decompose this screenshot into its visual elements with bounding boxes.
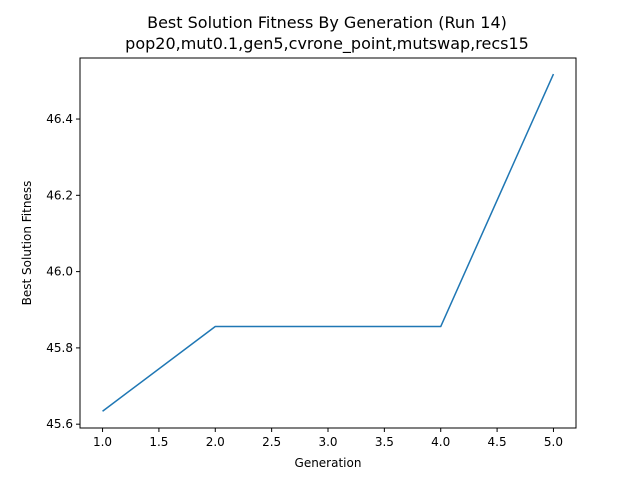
x-tick-label: 1.5: [149, 435, 168, 449]
x-tick-label: 3.0: [318, 435, 337, 449]
x-tick-label: 4.5: [488, 435, 507, 449]
chart-title: Best Solution Fitness By Generation (Run…: [147, 13, 507, 32]
y-axis-label: Best Solution Fitness: [20, 181, 34, 306]
x-tick-label: 1.0: [93, 435, 112, 449]
x-tick-label: 4.0: [431, 435, 450, 449]
plot-frame: [79, 57, 577, 429]
x-tick-label: 5.0: [544, 435, 563, 449]
x-tick-label: 2.5: [262, 435, 281, 449]
x-tick-label: 2.0: [206, 435, 225, 449]
y-tick-label: 45.6: [46, 417, 73, 431]
x-tick-label: 3.5: [375, 435, 394, 449]
y-axis: 45.6 45.8 46.0 46.2 46.4: [46, 112, 80, 431]
x-axis: 1.0 1.5 2.0 2.5 3.0 3.5 4.0 4.5 5.0: [93, 428, 563, 449]
y-tick-label: 46.2: [46, 188, 73, 202]
series-line: [102, 73, 555, 412]
plot-lines: [102, 73, 555, 412]
y-tick-label: 45.8: [46, 341, 73, 355]
y-tick-label: 46.4: [46, 112, 73, 126]
x-axis-label: Generation: [295, 456, 362, 470]
y-tick-label: 46.0: [46, 265, 73, 279]
chart-subtitle: pop20,mut0.1,gen5,cvrone_point,mutswap,r…: [125, 34, 529, 54]
